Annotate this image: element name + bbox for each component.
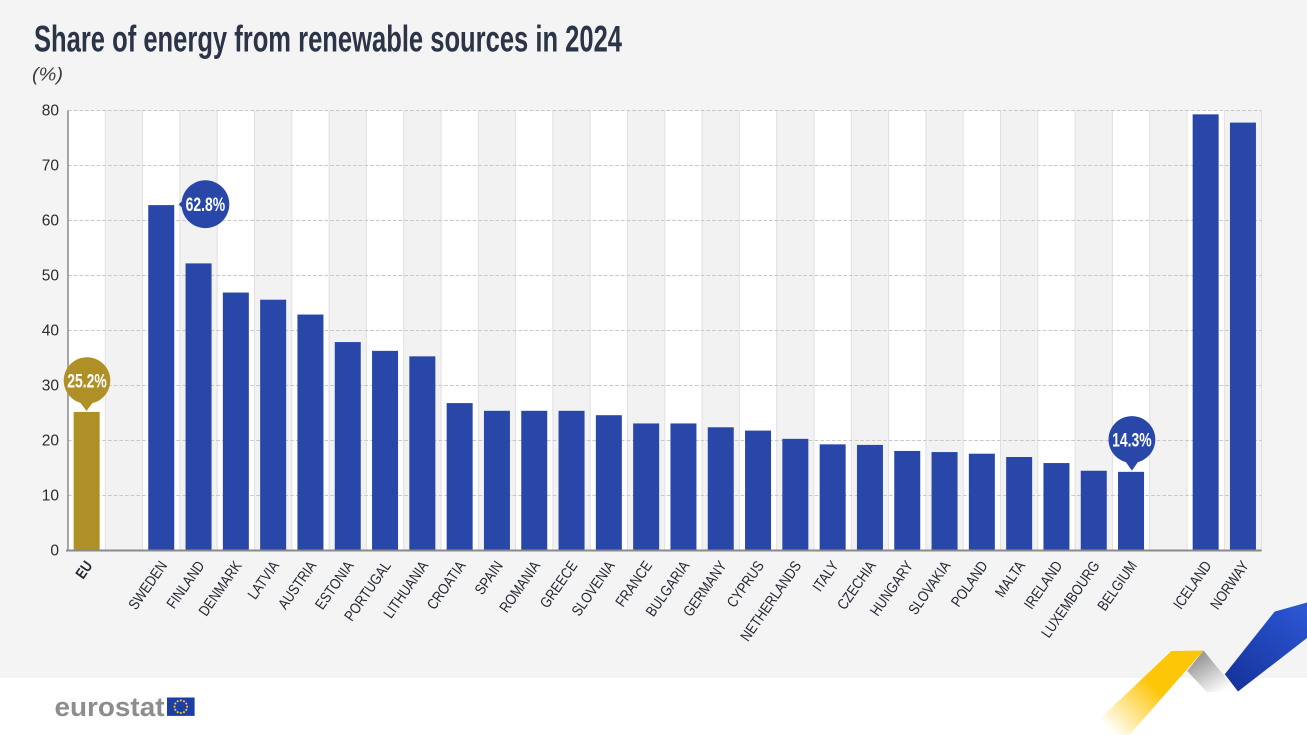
svg-text:20: 20 xyxy=(42,433,60,450)
svg-text:60: 60 xyxy=(42,213,60,230)
svg-text:30: 30 xyxy=(42,378,60,395)
svg-text:EU: EU xyxy=(72,558,96,582)
svg-text:10: 10 xyxy=(42,488,60,505)
svg-text:70: 70 xyxy=(42,158,60,175)
svg-text:eurostat: eurostat xyxy=(55,692,165,722)
svg-text:62.8%: 62.8% xyxy=(186,195,226,216)
svg-text:50: 50 xyxy=(42,268,60,285)
svg-text:Share of energy from renewable: Share of energy from renewable sources i… xyxy=(34,19,622,60)
svg-text:80: 80 xyxy=(42,103,60,120)
svg-text:(%): (%) xyxy=(32,65,63,85)
svg-text:25.2%: 25.2% xyxy=(67,372,107,393)
svg-text:40: 40 xyxy=(42,323,60,340)
svg-text:14.3%: 14.3% xyxy=(1112,431,1152,452)
svg-text:0: 0 xyxy=(50,543,59,560)
